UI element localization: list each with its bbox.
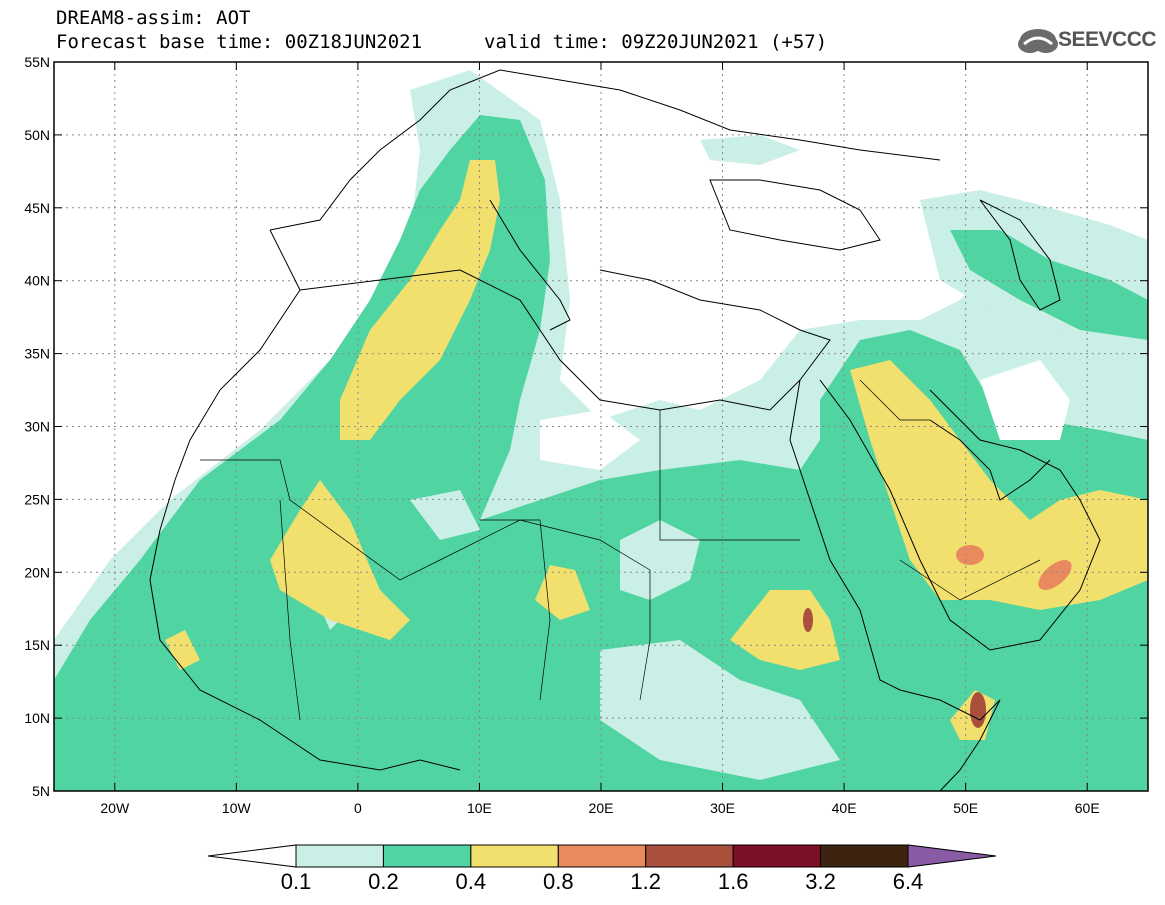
aot-level-0.8-arabia [956, 545, 984, 565]
border-5 [659, 410, 800, 541]
lat-label: 50N [24, 127, 50, 143]
colorbar-segment [382, 844, 472, 868]
lon-label: 20W [100, 800, 130, 816]
border-3 [480, 519, 551, 701]
lon-label: 10E [467, 800, 492, 816]
forecast-base-time: Forecast base time: 00Z18JUN2021 valid ti… [56, 31, 827, 53]
coast-black-sea [709, 179, 881, 251]
map-title: DREAM8-assim: AOT [56, 7, 251, 29]
lat-labels: 55N 50N 45N 40N 35N 30N 25N 20N 15N 10N 5N [24, 54, 50, 799]
aot-level-0.4-mali [270, 480, 410, 640]
colorbar-label: 0.1 [280, 869, 312, 894]
colorbar-label: 0.4 [455, 869, 487, 894]
border-1 [200, 459, 651, 581]
lat-label: 20N [24, 564, 50, 580]
border-2 [279, 499, 301, 721]
coast-med-east [599, 269, 831, 381]
coast-europe [269, 69, 941, 231]
aot-level-0.2-casp [950, 230, 1148, 340]
lat-label: 30N [24, 419, 50, 435]
lat-label: 35N [24, 346, 50, 362]
colorbar-label: 6.4 [892, 869, 924, 894]
colorbar-segment [732, 844, 822, 868]
coast-africa-west [149, 229, 461, 771]
border-4 [639, 570, 651, 701]
coast-red-sea [789, 379, 1001, 721]
cloud-icon [1018, 29, 1058, 53]
borders [200, 379, 1041, 721]
colorbar-label: 0.8 [542, 869, 574, 894]
border-6 [899, 559, 1041, 601]
lat-label: 25N [24, 491, 50, 507]
aot-level-0.8-somalia [970, 692, 986, 728]
lon-label: 20E [589, 800, 614, 816]
lat-label: 55N [24, 54, 50, 70]
coastlines [149, 69, 1101, 792]
lat-label: 10N [24, 710, 50, 726]
coast-north-africa [299, 269, 801, 411]
lat-label: 45N [24, 200, 50, 216]
map-grid [54, 62, 1148, 791]
lat-label: 15N [24, 637, 50, 653]
aot-level-0.1-eur [700, 135, 800, 165]
colorbar-over-arrow [907, 844, 997, 868]
coast-gulf [929, 419, 1051, 501]
aot-level-0.8-ethiopia [803, 608, 813, 632]
aot-level-0.8-oman [1038, 560, 1072, 590]
axis-ticks [54, 61, 1148, 792]
colorbar-segment [470, 844, 559, 868]
aot-clear-3 [600, 640, 840, 780]
lat-label: 40N [24, 273, 50, 289]
coast-italy [489, 199, 571, 331]
lon-labels: 20W 10W 0 10E 20E 30E 40E 50E 60E [100, 800, 1099, 816]
colorbar-label: 1.2 [630, 869, 661, 894]
base-time-text: Forecast base time: 00Z18JUN2021 [56, 31, 423, 53]
colorbar-label: 0.2 [368, 869, 399, 894]
coast-horn [939, 699, 1001, 792]
lon-label: 60E [1075, 800, 1100, 816]
aot-clear-2 [410, 490, 480, 540]
colorbar-segment [820, 844, 909, 868]
colorbar-label: 3.2 [805, 869, 836, 894]
colorbar-label: 1.6 [717, 869, 749, 894]
lon-label: 40E [832, 800, 857, 816]
aot-field [54, 70, 1148, 791]
colorbar-segment [645, 844, 734, 868]
colorbar-segment [295, 844, 384, 868]
lon-label: 0 [354, 800, 362, 816]
lon-label: 50E [953, 800, 978, 816]
coast-arabia [819, 379, 1101, 651]
coast-caspian [979, 199, 1061, 311]
colorbar-under-arrow [207, 844, 297, 868]
colorbar [207, 844, 997, 868]
lon-label: 30E [710, 800, 735, 816]
logo-text: SEEVCCC [1058, 28, 1157, 51]
aot-level-0.4-arabia [850, 360, 1148, 610]
aot-level-0.4-west [340, 160, 500, 440]
aot-level-0.4-senegal [165, 630, 200, 670]
lon-label: 10W [222, 800, 252, 816]
valid-time-text: valid time: 09Z20JUN2021 (+57) [484, 31, 828, 53]
lat-label: 5N [32, 783, 50, 799]
aot-level-0.4-sudan [730, 590, 840, 670]
aot-white-1 [540, 410, 640, 470]
colorbar-segment [557, 844, 647, 868]
border-7 [859, 379, 930, 421]
aot-white-2 [980, 360, 1070, 440]
